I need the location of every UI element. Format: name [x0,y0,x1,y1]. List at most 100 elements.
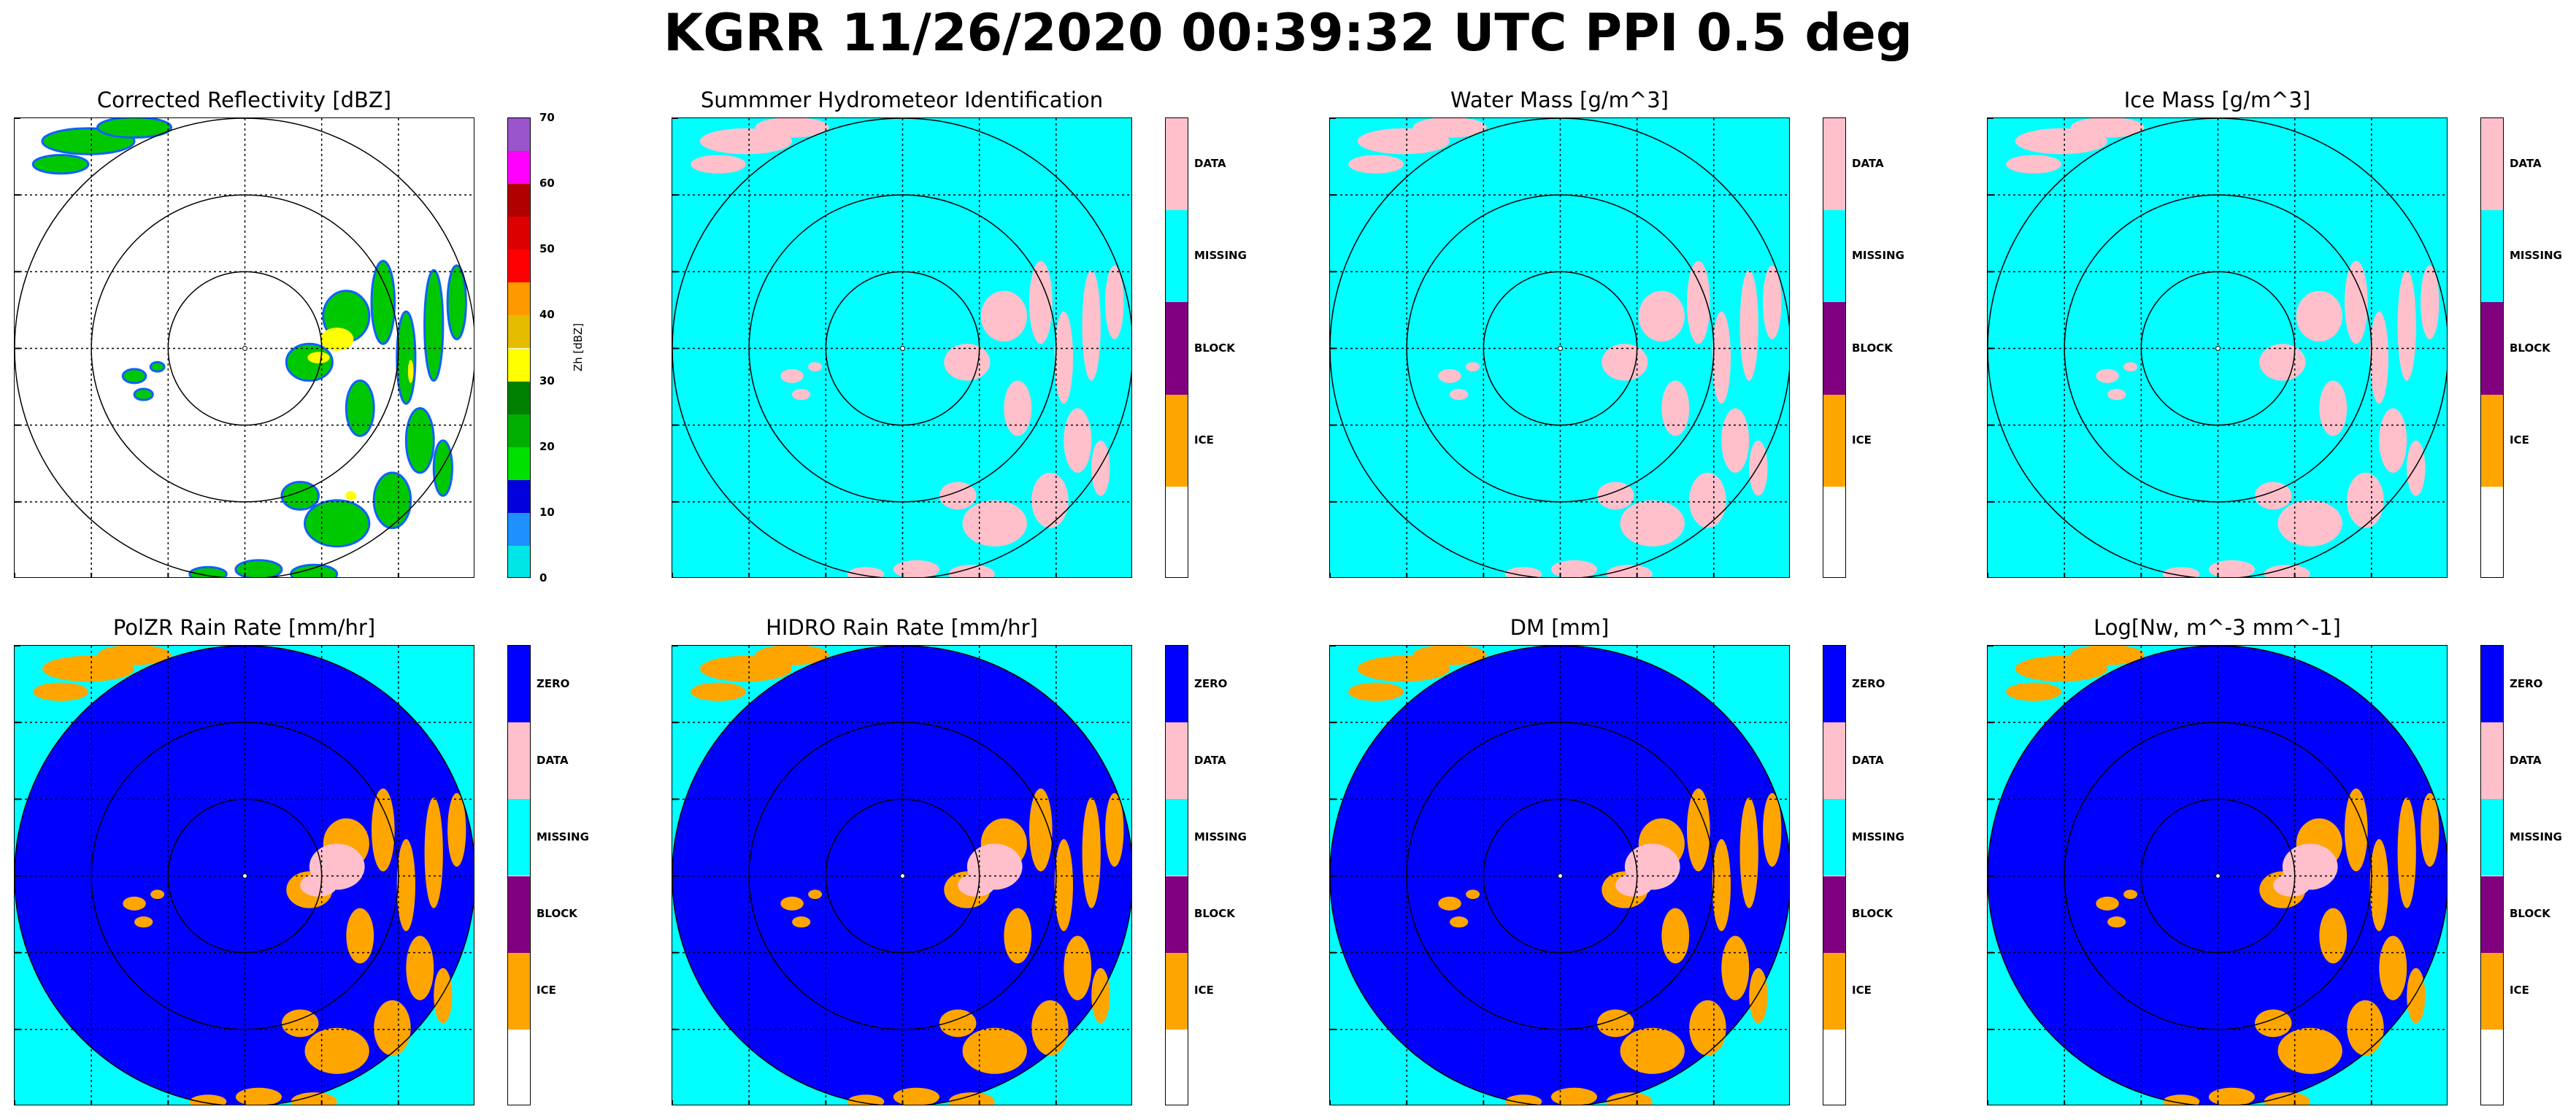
colorbar-class-label: BLOCK [2510,341,2550,355]
radar-site-marker [1558,346,1563,351]
colorbar-class-label: ICE [2510,433,2529,447]
echo-blob [33,682,88,701]
colorbar-swatch [1823,799,1845,876]
echo-blob [2407,968,2426,1024]
precip-echoes [1348,646,1782,1105]
colorbar-swatch [508,381,530,414]
precip-echoes [691,646,1124,1105]
precip-echoes [1348,118,1782,577]
colorbar-class-label: ICE [537,984,556,997]
colorbar-swatch [1166,952,1188,1030]
echo-blob [1602,344,1648,381]
colorbar-swatch [1166,1029,1188,1105]
echo-blob [2123,362,2138,372]
colorbar-swatch [508,479,530,513]
echo-blob [234,559,283,577]
echo-blob [2379,935,2407,1000]
radar-plot [15,118,474,577]
echo-blob [1606,1092,1653,1105]
echo-blob [396,310,417,405]
radar-site-marker [242,346,247,351]
range-ring [1406,194,1715,503]
colorbar-tick-label: 0 [539,571,547,584]
echo-blob [1739,270,1758,381]
echo-blob [1054,312,1073,404]
colorbar-class-label: BLOCK [1852,341,1893,355]
colorbar [507,117,531,578]
colorbar [2480,645,2504,1105]
colorbar-swatch [1166,876,1188,953]
colorbar-swatch [1166,118,1188,211]
colorbar-class-label: DATA [537,753,569,767]
colorbar-swatch [1166,722,1188,800]
colorbar-class-label: DATA [1852,157,1884,171]
echo-blob [1466,362,1480,372]
echo-blob [2319,908,2348,964]
echo-blob [1687,788,1710,872]
colorbar-swatch [508,512,530,546]
echo-blob [792,916,811,928]
echo-blob [1064,935,1092,1000]
colorbar-swatch [1823,118,1845,211]
colorbar-class-label: MISSING [1852,249,1904,263]
colorbar-swatch [1166,302,1188,395]
echo-blob [1348,682,1404,701]
echo-blob [755,646,829,665]
echo-blob [396,839,415,932]
echo-core [320,328,354,351]
echo-blob [780,896,804,911]
echo-blob [188,565,228,577]
echo-blob [2123,889,2138,900]
echo-blob [847,1094,885,1105]
echo-blob [939,1009,977,1038]
colorbar-class-label: ZERO [1852,676,1885,690]
echo-blob [1064,408,1092,473]
echo-blob [434,968,453,1024]
radar-plot [15,646,474,1105]
echo-blob [962,1027,1027,1074]
colorbar-class-label: ICE [2510,984,2529,997]
radar-panel-ice-mass-g-m-3 [1987,117,2448,578]
colorbar-class-label: MISSING [1194,830,1247,843]
echo-blob [948,1092,995,1105]
radar-plot [672,118,1131,577]
colorbar-class-label: ICE [1194,433,1214,447]
echo-blob [404,407,435,474]
colorbar-swatch [1166,486,1188,577]
echo-blob [1412,118,1487,138]
colorbar-class-label: ICE [1852,433,1872,447]
range-ring [825,271,980,426]
echo-blob [1004,908,1032,964]
colorbar-class-label: BLOCK [1194,907,1235,921]
echo-blob [2006,682,2061,701]
echo-blob [1596,482,1634,510]
echo-blob [2347,472,2384,528]
colorbar-class-label: MISSING [2510,249,2562,263]
echo-blob [948,565,995,577]
echo-blob [2162,1094,2200,1105]
echo-blob [1620,1027,1685,1074]
range-ring [748,722,1057,1030]
echo-blob [304,499,371,548]
echo-blob [189,1094,227,1105]
radar-panel-hidro-rain-rate-mm-hr [672,645,1132,1105]
echo-blob [97,646,172,665]
echo-blob [2397,270,2416,381]
colorbar-class-label: MISSING [2510,830,2562,843]
echo-blob [792,389,811,401]
echo-blob [2421,792,2439,867]
echo-blob [280,480,320,511]
colorbar-swatch [1823,876,1845,953]
colorbar-swatch [1823,952,1845,1030]
colorbar-swatch [508,1029,530,1105]
echo-blob [1004,380,1032,436]
echo-blob [1661,908,1690,964]
colorbar-tick-label: 50 [539,242,555,256]
echo-blob [2107,916,2126,928]
echo-blob [2107,389,2126,401]
echo-blob [235,1087,282,1105]
echo-blob [1687,260,1710,344]
colorbar-tick-label: 30 [539,374,555,387]
colorbar-swatch [508,414,530,447]
echo-blob [1450,389,1469,401]
